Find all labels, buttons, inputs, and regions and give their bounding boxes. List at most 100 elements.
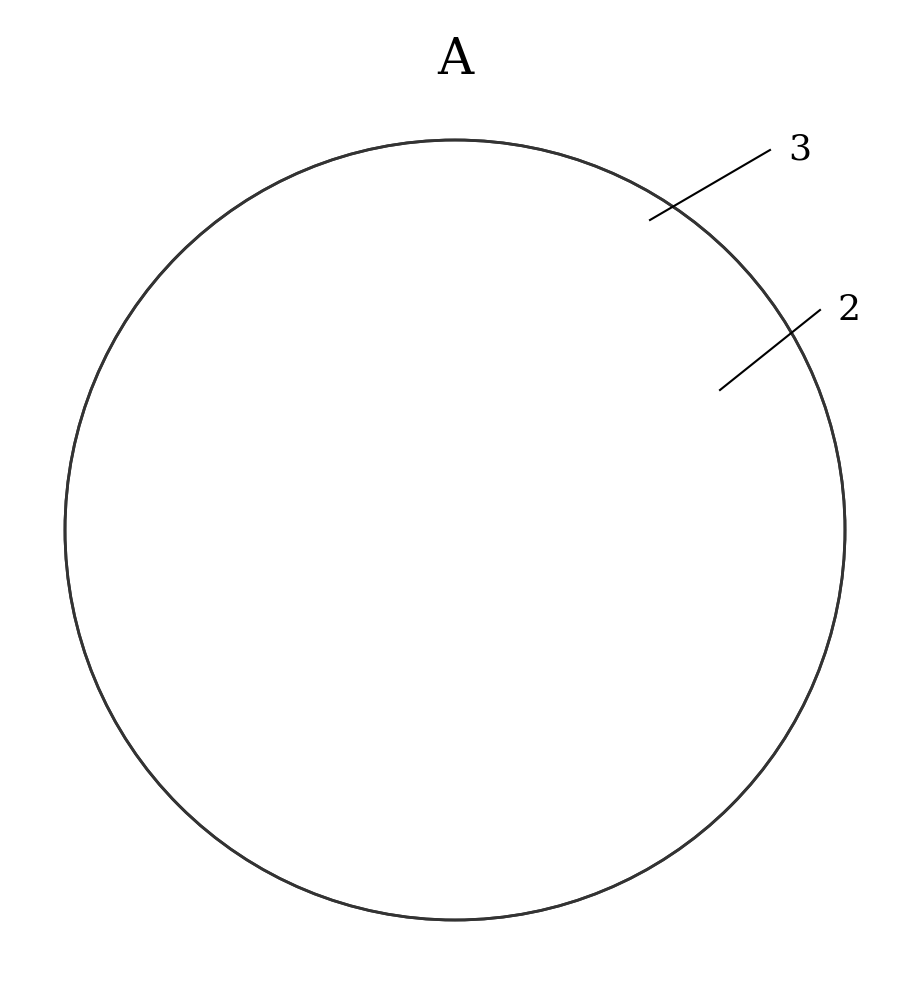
Polygon shape <box>320 342 329 378</box>
Polygon shape <box>125 492 134 528</box>
Polygon shape <box>501 242 589 278</box>
Polygon shape <box>566 692 654 728</box>
Polygon shape <box>645 692 654 728</box>
Polygon shape <box>515 892 524 928</box>
Polygon shape <box>445 501 515 519</box>
Polygon shape <box>306 892 315 928</box>
Polygon shape <box>566 892 654 928</box>
Polygon shape <box>46 692 134 701</box>
Polygon shape <box>306 792 394 828</box>
Polygon shape <box>176 492 264 528</box>
Polygon shape <box>176 292 264 328</box>
Polygon shape <box>840 642 849 678</box>
Polygon shape <box>775 592 784 628</box>
Polygon shape <box>710 342 719 378</box>
Polygon shape <box>501 742 589 751</box>
Polygon shape <box>501 469 589 478</box>
Polygon shape <box>241 742 250 778</box>
Polygon shape <box>566 492 654 501</box>
Polygon shape <box>111 569 199 578</box>
Polygon shape <box>631 242 719 251</box>
Polygon shape <box>705 601 775 619</box>
Polygon shape <box>436 419 524 428</box>
Polygon shape <box>580 542 589 578</box>
Polygon shape <box>306 792 315 828</box>
Polygon shape <box>705 301 775 319</box>
Polygon shape <box>710 642 719 678</box>
Polygon shape <box>241 869 329 878</box>
Polygon shape <box>185 601 255 619</box>
Polygon shape <box>696 592 705 628</box>
Polygon shape <box>631 442 640 478</box>
Polygon shape <box>371 742 459 778</box>
Polygon shape <box>176 392 264 401</box>
Polygon shape <box>501 769 589 778</box>
Polygon shape <box>450 642 459 678</box>
Polygon shape <box>111 742 199 751</box>
Polygon shape <box>640 851 710 869</box>
Polygon shape <box>640 451 710 469</box>
Polygon shape <box>241 542 329 578</box>
Polygon shape <box>710 842 719 878</box>
Polygon shape <box>176 192 185 228</box>
Polygon shape <box>510 351 580 369</box>
Polygon shape <box>696 492 784 501</box>
Polygon shape <box>315 601 385 619</box>
Polygon shape <box>306 192 394 201</box>
Polygon shape <box>566 319 654 328</box>
Polygon shape <box>631 642 719 651</box>
Polygon shape <box>705 701 775 719</box>
Polygon shape <box>380 551 450 569</box>
Polygon shape <box>306 292 315 328</box>
Polygon shape <box>371 742 380 778</box>
Polygon shape <box>566 692 575 728</box>
Polygon shape <box>696 719 784 728</box>
Polygon shape <box>631 542 719 578</box>
Polygon shape <box>250 251 320 269</box>
Polygon shape <box>580 142 589 178</box>
Polygon shape <box>566 492 654 528</box>
Polygon shape <box>580 342 589 378</box>
Polygon shape <box>566 719 654 728</box>
Polygon shape <box>710 442 719 478</box>
Polygon shape <box>501 342 510 378</box>
Polygon shape <box>120 651 190 669</box>
Polygon shape <box>436 819 524 828</box>
Polygon shape <box>241 642 250 678</box>
Polygon shape <box>580 442 589 478</box>
Polygon shape <box>436 792 445 828</box>
Polygon shape <box>510 651 580 669</box>
Polygon shape <box>111 642 199 651</box>
Polygon shape <box>436 692 445 728</box>
Polygon shape <box>250 851 320 869</box>
Polygon shape <box>315 301 385 319</box>
Polygon shape <box>835 501 905 519</box>
Polygon shape <box>176 719 264 728</box>
Text: 3: 3 <box>788 133 811 167</box>
Polygon shape <box>190 542 199 578</box>
Polygon shape <box>580 642 589 678</box>
Polygon shape <box>566 392 575 428</box>
Polygon shape <box>696 292 784 301</box>
Polygon shape <box>705 801 775 819</box>
Polygon shape <box>696 292 784 328</box>
Polygon shape <box>436 592 524 628</box>
Polygon shape <box>445 201 515 219</box>
Polygon shape <box>631 242 719 278</box>
Polygon shape <box>241 242 329 251</box>
Polygon shape <box>775 292 784 328</box>
Polygon shape <box>241 242 250 278</box>
Polygon shape <box>46 692 134 728</box>
Polygon shape <box>176 792 185 828</box>
Polygon shape <box>575 901 645 919</box>
Polygon shape <box>185 701 255 719</box>
Polygon shape <box>501 542 589 578</box>
Polygon shape <box>905 492 910 528</box>
Polygon shape <box>255 392 264 428</box>
Polygon shape <box>371 642 459 651</box>
Polygon shape <box>840 442 849 478</box>
Polygon shape <box>380 851 450 869</box>
Polygon shape <box>371 169 459 178</box>
Polygon shape <box>436 619 524 628</box>
Polygon shape <box>436 892 524 928</box>
